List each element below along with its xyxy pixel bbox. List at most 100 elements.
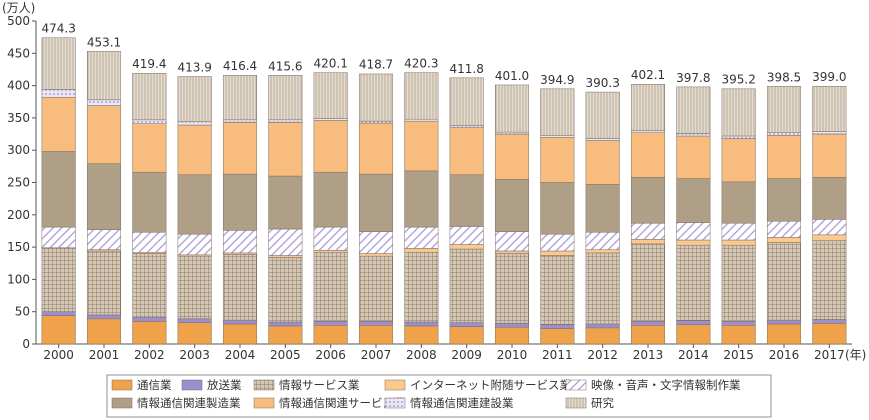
legend-swatch [565, 397, 587, 409]
legend-label: 情報通信関連サービス業 [279, 396, 406, 410]
legend-label: 放送業 [207, 378, 242, 392]
legend-label: 研究 [591, 396, 614, 410]
total-label: 394.9 [540, 73, 574, 87]
total-label: 453.1 [87, 35, 121, 49]
total-label: 399.0 [812, 70, 846, 84]
bar-segment-s0 [268, 325, 303, 345]
bar-segment-s1 [766, 319, 802, 325]
bar-segment-s5 [630, 177, 666, 224]
bar-segment-s3 [766, 237, 802, 243]
bar-stack-2006 [313, 72, 348, 345]
bar-segment-s8 [540, 88, 575, 136]
bar-segment-s6 [812, 133, 847, 178]
bar-segment-s2 [449, 248, 484, 323]
bar-segment-s2 [358, 255, 394, 322]
bar-segment-s4 [540, 233, 575, 252]
bar-segment-s3 [630, 239, 666, 245]
bar-segment-s2 [86, 250, 122, 316]
bar-stack-2007 [358, 73, 394, 345]
bar-segment-s1 [585, 323, 620, 329]
legend-item-s0: 通信業 [111, 378, 172, 392]
bar-segment-s2 [812, 240, 847, 320]
legend-label: 情報サービス業 [279, 378, 360, 392]
x-tick-label: 2010 [497, 348, 528, 362]
legend-label: 情報通信関連製造業 [137, 396, 241, 410]
y-tick-label: 100 [7, 272, 30, 286]
total-label: 420.1 [313, 57, 347, 71]
legend-item-s5: 情報通信関連製造業 [111, 396, 241, 410]
bar-segment-s7 [41, 89, 76, 98]
bar-segment-s6 [268, 122, 303, 177]
x-tick-label: 2009 [451, 348, 482, 362]
legend: 通信業 放送業 情報サービス業 インターネット附随サービス業 映像・音声・文字情報制作業… [106, 374, 772, 418]
bar-segment-s2 [766, 242, 802, 321]
total-label: 416.4 [223, 59, 257, 73]
x-tick-label: 2005 [270, 348, 301, 362]
bar-stack-2012 [585, 91, 620, 345]
bar-segment-s8 [313, 72, 348, 119]
bar-segment-s1 [404, 321, 439, 327]
legend-item-s1: 放送業 [181, 378, 242, 392]
bar-segment-s6 [766, 135, 802, 179]
legend-swatch [253, 397, 275, 409]
bar-segment-s1 [630, 321, 666, 326]
total-label: 418.7 [359, 58, 393, 72]
legend-item-s2: 情報サービス業 [253, 378, 360, 392]
bar-segment-s0 [585, 327, 620, 345]
bar-segment-s3 [404, 248, 439, 253]
bar-segment-s4 [268, 228, 303, 256]
bar-segment-s0 [222, 323, 258, 345]
bar-stack-2009 [449, 77, 484, 345]
bar-segment-s3 [313, 250, 348, 253]
bar-segment-s8 [494, 84, 530, 133]
bar-segment-s1 [222, 319, 258, 325]
bar-segment-s6 [177, 124, 212, 175]
bar-stack-2014 [676, 86, 711, 345]
bar-segment-s0 [41, 315, 76, 345]
bar-segment-s4 [812, 219, 847, 236]
bar-segment-s7 [494, 131, 530, 135]
bar-segment-s1 [812, 319, 847, 324]
bar-segment-s5 [358, 173, 394, 232]
bar-stack-2010 [494, 84, 530, 345]
bar-stack-2008 [404, 72, 439, 345]
bar-stack-2000 [41, 37, 76, 345]
bar-segment-s6 [86, 105, 122, 165]
bar-segment-s6 [404, 120, 439, 172]
bar-stack-2002 [132, 73, 167, 345]
bar-segment-s1 [132, 317, 167, 322]
bar-segment-s7 [766, 132, 802, 136]
legend-swatch [384, 379, 406, 391]
bar-segment-s3 [358, 253, 394, 257]
bar-segment-s8 [721, 88, 756, 137]
x-tick-label: 2008 [406, 348, 437, 362]
bar-segment-s3 [449, 244, 484, 250]
bar-segment-s5 [494, 179, 530, 232]
bar-segment-s0 [630, 325, 666, 345]
total-label: 395.2 [721, 73, 755, 87]
legend-swatch [565, 379, 587, 391]
bar-segment-s2 [494, 253, 530, 324]
bar-segment-s6 [585, 140, 620, 185]
bar-segment-s7 [812, 131, 847, 135]
bar-segment-s2 [630, 243, 666, 322]
legend-item-s6: 情報通信関連サービス業 [253, 396, 406, 410]
bar-segment-s4 [358, 231, 394, 254]
legend-label: インターネット附随サービス業 [410, 378, 571, 392]
bar-segment-s1 [358, 321, 394, 326]
bar-segment-s1 [177, 318, 212, 323]
bar-segment-s6 [222, 122, 258, 175]
bar-segment-s5 [449, 174, 484, 227]
bar-segment-s6 [630, 132, 666, 178]
bar-segment-s4 [494, 231, 530, 252]
legend-label: 通信業 [137, 378, 172, 392]
bar-segment-s0 [449, 326, 484, 345]
bar-segment-s5 [676, 178, 711, 223]
bar-segment-s6 [449, 127, 484, 175]
bar-segment-s0 [676, 324, 711, 345]
bar-segment-s8 [177, 76, 212, 123]
bar-segment-s0 [721, 325, 756, 345]
bar-segment-s0 [177, 322, 212, 345]
legend-label: 情報通信関連建設業 [410, 396, 514, 410]
